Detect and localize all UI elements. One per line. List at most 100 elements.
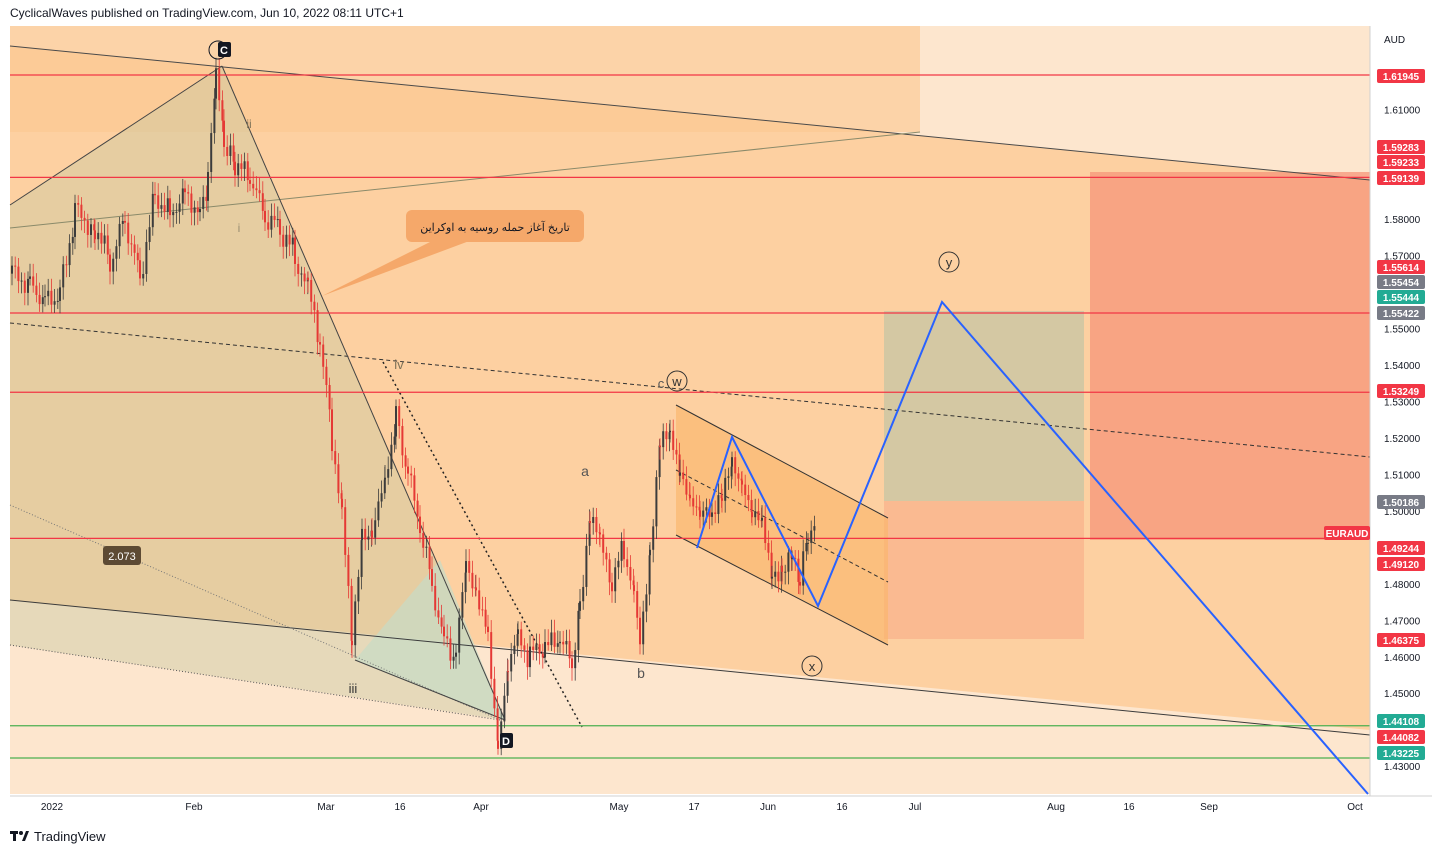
price-tick-11: 1.46000 — [1384, 653, 1421, 664]
candle-body — [350, 585, 353, 641]
candle-body — [139, 260, 141, 279]
price-label-8: 1.53249 — [1383, 387, 1420, 398]
candle-body — [685, 479, 688, 495]
wave-circle-x — [801, 655, 823, 677]
candle-body — [747, 495, 750, 501]
candle-body — [127, 222, 130, 244]
candle-body — [574, 650, 577, 669]
candle-body — [288, 234, 291, 245]
candle-body — [614, 567, 617, 592]
candle-body — [568, 640, 571, 659]
wave-label-D: D — [502, 736, 510, 748]
price-label-16: 1.43225 — [1383, 749, 1420, 760]
candle-body — [449, 638, 452, 661]
price-label-bg-0 — [1377, 69, 1425, 83]
candle-body — [645, 594, 648, 612]
candle-body — [455, 652, 457, 657]
candle-body — [774, 571, 777, 577]
wave-label-ii: ii — [246, 117, 251, 131]
time-axis[interactable] — [10, 796, 1370, 820]
candle-body — [577, 610, 580, 651]
candle-body — [169, 198, 171, 216]
candle-body — [246, 161, 249, 181]
candle-body — [294, 237, 296, 264]
candle-body — [215, 68, 217, 99]
candle-body — [506, 671, 509, 696]
time-tick-3: 16 — [394, 802, 406, 813]
price-tick-6: 1.52000 — [1384, 434, 1421, 445]
time-tick-1: Feb — [185, 802, 203, 813]
candle-body — [711, 512, 713, 517]
candle-body — [484, 609, 487, 627]
price-tick-7: 1.51000 — [1384, 470, 1421, 481]
price-label-bg-16 — [1377, 746, 1425, 760]
time-tick-7: Jun — [760, 802, 776, 813]
candle-body — [510, 653, 513, 672]
candle-body — [71, 236, 74, 244]
candle-body — [29, 276, 31, 279]
candle-body — [273, 215, 276, 220]
price-chart[interactable]: تاریخ آغاز حمله روسیه به اوکراین 2.073 C… — [0, 0, 1440, 820]
candle-body — [652, 526, 655, 550]
candle-body — [633, 585, 635, 592]
price-label-bg-14 — [1377, 714, 1425, 728]
publish-header: CyclicalWaves published on TradingView.c… — [10, 6, 404, 20]
candle-body — [316, 310, 319, 343]
candle-body — [550, 632, 553, 646]
brand-name: TradingView — [34, 829, 106, 844]
candle-body — [133, 244, 136, 253]
candle-body — [14, 265, 17, 267]
wave-label-y: y — [946, 255, 953, 270]
price-label-bg-13 — [1377, 633, 1425, 647]
candle-body — [41, 297, 44, 305]
candle-body — [465, 561, 467, 573]
candle-body — [199, 208, 201, 213]
dotted-trendline — [382, 361, 583, 728]
candle-body — [20, 280, 23, 282]
candle-body — [307, 277, 309, 280]
candle-body — [503, 695, 506, 722]
candle-body — [361, 528, 363, 541]
candle-body — [374, 520, 377, 538]
candle-body — [303, 273, 306, 282]
candle-body — [461, 592, 464, 618]
candle-body — [384, 477, 386, 480]
channel-top — [675, 404, 889, 519]
currency-label: AUD — [1384, 35, 1405, 46]
price-tick-1: 1.58000 — [1384, 215, 1421, 226]
candle-body — [154, 193, 156, 196]
candle-body — [310, 279, 313, 302]
candle-body — [655, 477, 658, 527]
candle-body — [337, 464, 340, 494]
candle-body — [97, 232, 100, 240]
wave-label-iii: iii — [349, 681, 358, 696]
channel-fill — [676, 405, 888, 645]
candle-body — [805, 542, 808, 552]
candle-body — [181, 188, 184, 204]
time-tick-11: 16 — [1123, 802, 1135, 813]
dotted-line-2 — [9, 504, 501, 721]
candle-body — [243, 161, 246, 169]
candle-body — [579, 601, 581, 611]
candle-body — [11, 265, 13, 274]
candle-body — [517, 629, 519, 635]
price-axis[interactable] — [1370, 26, 1432, 796]
wave-label-iv: iv — [394, 357, 404, 372]
candle-body — [267, 222, 270, 230]
candle-body — [464, 572, 467, 593]
candle-body — [300, 273, 303, 275]
time-tick-0: 2022 — [41, 802, 64, 813]
candle-body — [695, 506, 698, 508]
candle-body — [410, 473, 413, 476]
candle-body — [416, 500, 419, 517]
candle-body — [425, 546, 428, 548]
candle-body — [626, 559, 629, 568]
candle-body — [642, 611, 645, 645]
price-tick-8: 1.50000 — [1384, 507, 1421, 518]
candle-body — [163, 205, 166, 212]
candle-body — [38, 294, 41, 305]
candle-body — [193, 207, 196, 213]
candle-body — [659, 445, 661, 448]
footer-brand[interactable]: TradingView — [10, 829, 106, 844]
price-label-bg-12 — [1377, 557, 1425, 571]
